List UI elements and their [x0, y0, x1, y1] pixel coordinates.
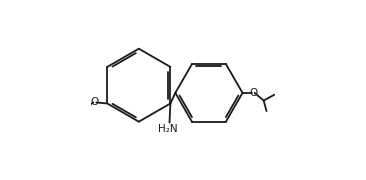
Text: H₂N: H₂N — [158, 124, 178, 134]
Text: O: O — [249, 88, 257, 98]
Text: O: O — [91, 98, 99, 107]
